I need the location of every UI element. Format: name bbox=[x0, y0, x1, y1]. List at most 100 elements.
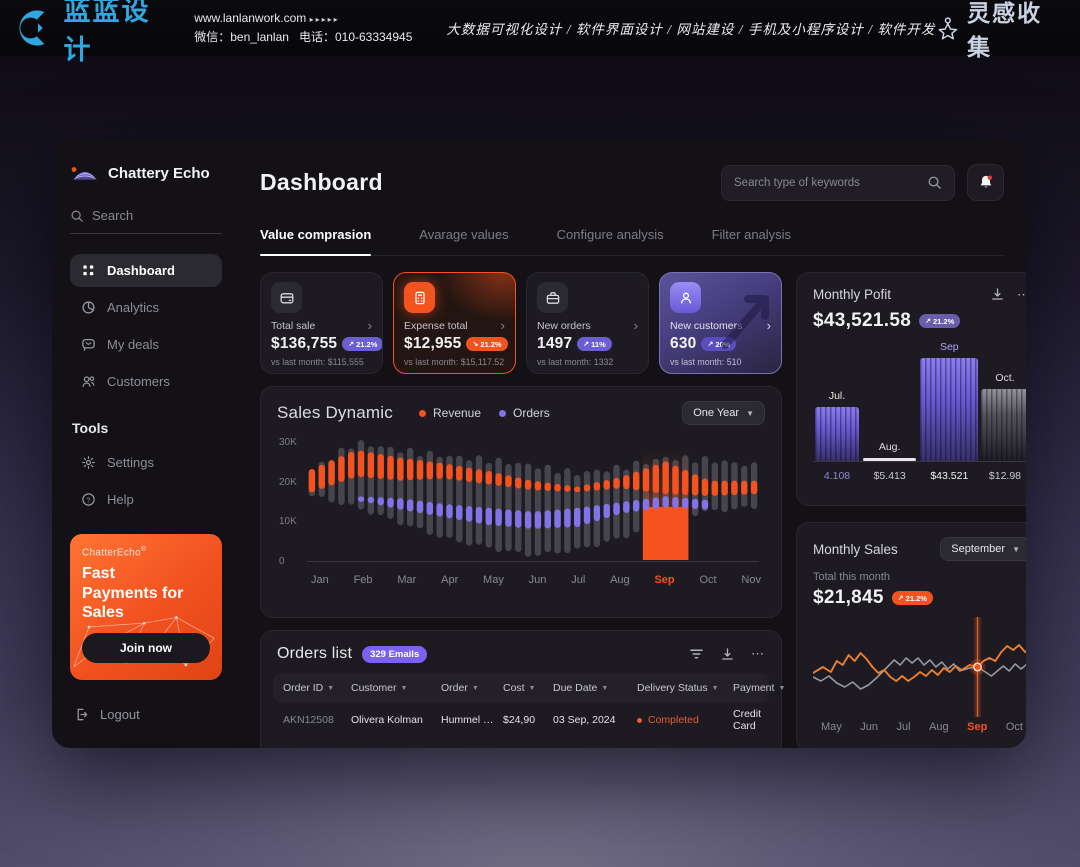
chevron-right-icon[interactable]: › bbox=[367, 318, 372, 333]
sort-arrow-icon: ▼ bbox=[327, 684, 335, 692]
sidebar-search-input[interactable] bbox=[92, 208, 202, 223]
column-header-order[interactable]: Order ▼ bbox=[441, 682, 479, 694]
tab-filter-analysis[interactable]: Filter analysis bbox=[711, 227, 792, 242]
chat-phone-icon bbox=[82, 338, 95, 351]
orders-list-card: Orders list 329 Emails ⋯ Order ID ▼ Custom… bbox=[260, 630, 786, 748]
sidebar-item-settings[interactable]: Settings bbox=[70, 446, 222, 479]
month-selector[interactable]: September ▼ bbox=[940, 537, 1026, 561]
svg-text:?: ? bbox=[86, 495, 90, 504]
star-person-icon bbox=[938, 17, 958, 40]
x-tick-jul: Jul bbox=[571, 574, 586, 586]
sidebar-item-customers[interactable]: Customers bbox=[70, 365, 222, 398]
gear-icon bbox=[82, 456, 95, 469]
monthly-profit-value: $43,521.58 bbox=[813, 310, 912, 331]
y-tick: 30K bbox=[279, 437, 297, 448]
x-tick-jun: Jun bbox=[860, 721, 879, 733]
users-icon bbox=[82, 376, 95, 387]
y-tick: 20K bbox=[279, 476, 297, 488]
monthly-profit-card: Monthly Pofit ⋯ $43,521.58 ↗ 21.2% Jul. Au… bbox=[796, 272, 1026, 506]
app-name: Chattery Echo bbox=[108, 164, 210, 182]
keyword-search[interactable] bbox=[721, 164, 955, 201]
sort-arrow-icon: ▼ bbox=[601, 684, 609, 692]
keyword-search-input[interactable] bbox=[734, 176, 927, 189]
stat-value: $12,955 bbox=[404, 335, 462, 352]
monthly-sales-card: Monthly Sales September ▼ Total this mont… bbox=[796, 522, 1026, 748]
y-tick: 0 bbox=[279, 555, 285, 567]
more-icon[interactable]: ⋯ bbox=[751, 646, 765, 661]
monthly-sales-subtitle: Total this month bbox=[813, 571, 891, 583]
join-now-button[interactable]: Join now bbox=[82, 632, 210, 663]
person-icon bbox=[670, 282, 701, 313]
chevron-right-icon[interactable]: › bbox=[500, 318, 505, 333]
stat-title: Total sale bbox=[271, 320, 316, 332]
logout-button[interactable]: Logout bbox=[70, 699, 222, 730]
banner-website: www.lanlanwork.com bbox=[194, 11, 307, 26]
x-tick-oct: Oct bbox=[1005, 721, 1023, 733]
main-header: Dashboard bbox=[260, 164, 1004, 201]
wallet-icon bbox=[271, 282, 302, 313]
bar-label: Jul. bbox=[828, 390, 846, 402]
sort-arrow-icon: ▼ bbox=[400, 684, 408, 692]
stat-card-new-customers: New customers › 630 ↗ 20% vs last month: … bbox=[659, 272, 782, 374]
column-header-due-date[interactable]: Due Date ▼ bbox=[553, 682, 609, 694]
search-icon bbox=[71, 209, 83, 222]
stat-title: New orders bbox=[537, 320, 591, 332]
column-header-delivery-status[interactable]: Delivery Status ▼ bbox=[637, 682, 719, 694]
tab-configure-analysis[interactable]: Configure analysis bbox=[556, 227, 664, 242]
sidebar-item-my-deals[interactable]: My deals bbox=[70, 328, 222, 361]
column-header-customer[interactable]: Customer ▼ bbox=[351, 682, 408, 694]
tools-heading: Tools bbox=[72, 420, 109, 436]
sidebar-item-help[interactable]: ? Help bbox=[70, 483, 222, 516]
bar-label: Aug. bbox=[878, 441, 901, 453]
legend-orders[interactable]: Orders bbox=[499, 406, 550, 420]
x-tick-feb: Feb bbox=[353, 574, 373, 586]
range-selector[interactable]: One Year ▼ bbox=[682, 401, 765, 425]
trend-badge: ↗ 21.2% bbox=[342, 337, 382, 351]
notification-dot bbox=[987, 175, 992, 180]
pie-chart-icon bbox=[82, 301, 95, 314]
x-tick-aug: Aug bbox=[610, 574, 630, 586]
sidebar-item-analytics[interactable]: Analytics bbox=[70, 291, 222, 324]
sidebar-item-label: Dashboard bbox=[107, 263, 175, 278]
y-tick: 10K bbox=[279, 516, 297, 528]
bar-label: Sep bbox=[939, 341, 959, 353]
sales-dynamic-chart bbox=[307, 440, 759, 562]
export-icon[interactable] bbox=[990, 287, 1005, 302]
table-row[interactable]: AKN12508 Olivera Kolman Hummel S... $24,90 0… bbox=[273, 703, 769, 737]
table-row[interactable]: TML30321Kemal SelmanNike T-Shirt$41,9907… bbox=[273, 737, 769, 748]
stat-title: Expense total bbox=[404, 320, 468, 332]
tools-nav: Settings ? Help bbox=[70, 446, 222, 516]
sidebar-item-label: Help bbox=[107, 492, 134, 507]
export-icon[interactable] bbox=[720, 647, 735, 662]
column-header-cost[interactable]: Cost ▼ bbox=[503, 682, 536, 694]
stat-card-total-sale: Total sale › $136,755 ↗ 21.2% vs last mon… bbox=[260, 272, 383, 374]
sort-arrow-icon: ▼ bbox=[471, 684, 479, 692]
column-header-order-id[interactable]: Order ID ▼ bbox=[283, 682, 335, 694]
x-axis-labels: May Jun Jul Aug Sep Oct bbox=[813, 721, 1026, 733]
tab-value-comprasion[interactable]: Value comprasion bbox=[260, 227, 372, 256]
profit-bar-sep: Sep bbox=[920, 341, 979, 461]
chevron-right-icon[interactable]: › bbox=[766, 318, 771, 333]
bar-value: $12.98 bbox=[988, 470, 1022, 482]
cell-due-date: 03 Sep, 2024 bbox=[553, 714, 616, 726]
column-header-payment[interactable]: Payment ▼ bbox=[733, 682, 786, 694]
tab-avarage-values[interactable]: Avarage values bbox=[419, 227, 509, 242]
sort-arrow-icon: ▼ bbox=[711, 684, 719, 692]
stat-card-expense-total: Expense total › $12,955 ↘ 21.2% vs last m… bbox=[393, 272, 516, 374]
cell-cost: $24,90 bbox=[503, 714, 536, 726]
more-icon[interactable]: ⋯ bbox=[1017, 286, 1026, 302]
legend-revenue[interactable]: Revenue bbox=[418, 406, 481, 420]
cell-order-id: AKN12508 bbox=[283, 714, 334, 726]
chevron-right-icon[interactable]: › bbox=[633, 318, 638, 333]
page-title: Dashboard bbox=[260, 169, 383, 195]
sidebar-search[interactable] bbox=[70, 208, 222, 234]
monthly-sales-chart bbox=[813, 617, 1026, 717]
stat-value: $136,755 bbox=[271, 335, 338, 352]
notifications-button[interactable] bbox=[967, 164, 1004, 201]
filter-icon[interactable] bbox=[689, 647, 704, 661]
stat-value: 1497 bbox=[537, 335, 573, 352]
bar-value: $5.413 bbox=[873, 470, 906, 482]
sidebar-item-dashboard[interactable]: Dashboard bbox=[70, 254, 222, 287]
grid-icon bbox=[83, 265, 94, 276]
x-tick-apr: Apr bbox=[441, 574, 459, 586]
